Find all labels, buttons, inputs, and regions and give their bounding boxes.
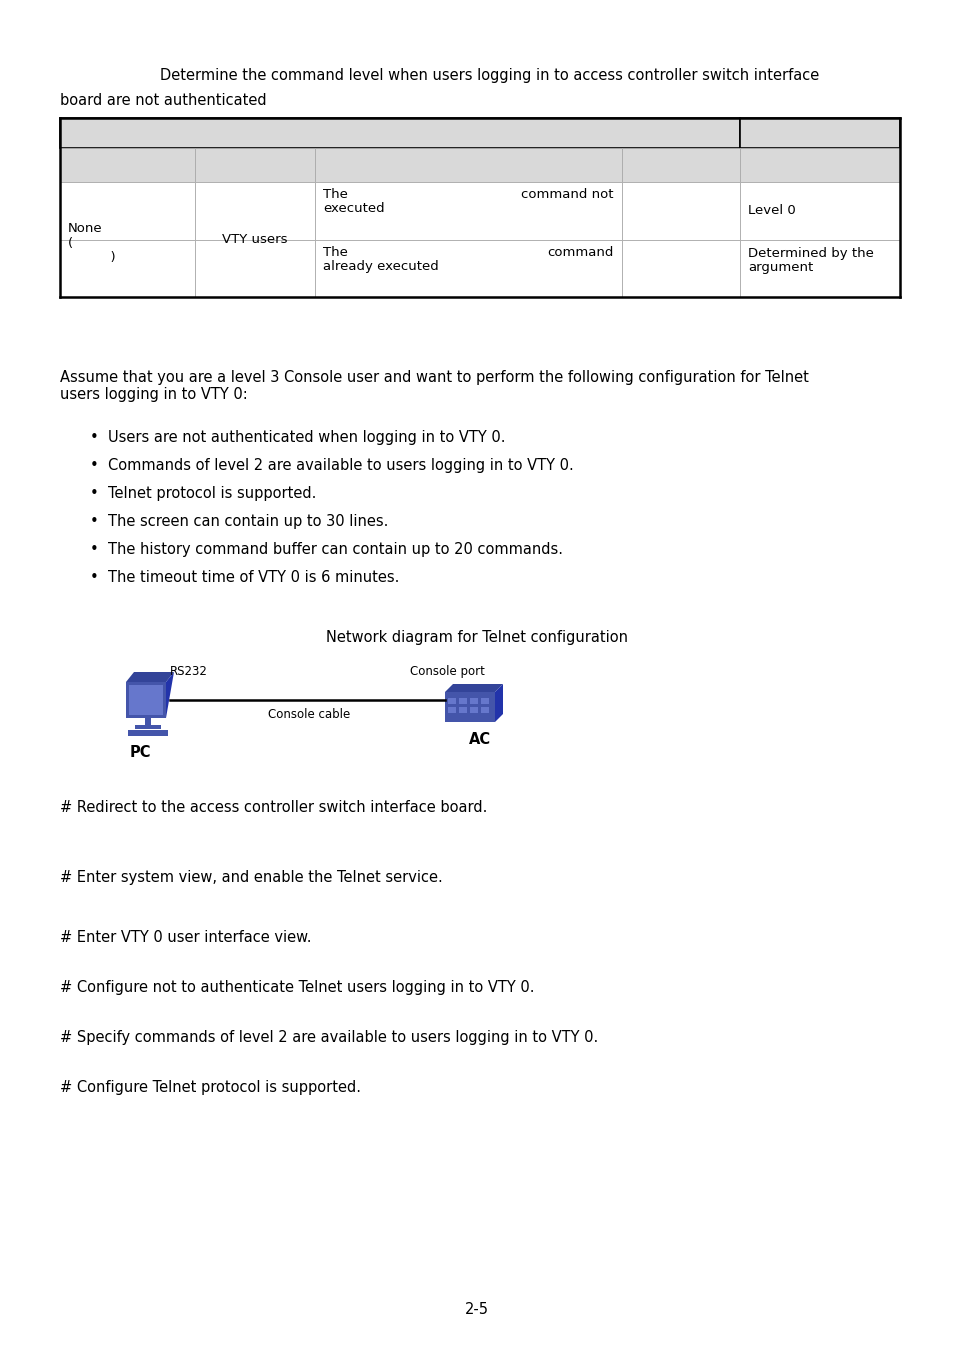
Text: # Specify commands of level 2 are available to users logging in to VTY 0.: # Specify commands of level 2 are availa… (60, 1030, 598, 1045)
Bar (480, 707, 489, 713)
Bar (135, 725, 161, 729)
Bar (314, 182, 621, 240)
Bar (621, 182, 740, 240)
Text: The history command buffer can contain up to 20 commands.: The history command buffer can contain u… (108, 541, 562, 558)
Text: Assume that you are a level 3 Console user and want to perform the following con: Assume that you are a level 3 Console us… (60, 370, 808, 402)
Bar (194, 148, 314, 182)
Bar (145, 718, 151, 725)
Text: command: command (547, 246, 614, 259)
Bar (621, 148, 740, 182)
Text: •: • (90, 486, 99, 501)
Text: command not: command not (521, 188, 614, 201)
Bar (740, 117, 899, 148)
Text: # Enter system view, and enable the Telnet service.: # Enter system view, and enable the Teln… (60, 869, 442, 886)
Text: board are not authenticated: board are not authenticated (60, 93, 266, 108)
Text: Users are not authenticated when logging in to VTY 0.: Users are not authenticated when logging… (108, 431, 505, 446)
Text: The: The (323, 246, 348, 259)
Text: RS232: RS232 (170, 666, 208, 678)
Text: Console cable: Console cable (268, 707, 350, 721)
Bar (740, 148, 899, 182)
Text: Console port: Console port (410, 666, 484, 678)
Bar (314, 240, 621, 297)
Polygon shape (444, 684, 502, 693)
Text: # Configure not to authenticate Telnet users logging in to VTY 0.: # Configure not to authenticate Telnet u… (60, 980, 534, 995)
Text: # Redirect to the access controller switch interface board.: # Redirect to the access controller swit… (60, 801, 487, 815)
Text: executed: executed (323, 202, 384, 215)
Text: # Configure Telnet protocol is supported.: # Configure Telnet protocol is supported… (60, 1080, 360, 1095)
Text: VTY users: VTY users (222, 234, 288, 246)
Bar (60, 240, 194, 297)
Text: Network diagram for Telnet configuration: Network diagram for Telnet configuration (326, 630, 627, 645)
Bar (621, 240, 740, 297)
Bar (314, 148, 621, 182)
Text: 2-5: 2-5 (464, 1303, 489, 1318)
Bar (448, 698, 456, 703)
Bar (740, 240, 899, 297)
Polygon shape (495, 684, 502, 722)
Text: None
(
          ): None ( ) (68, 221, 115, 265)
Text: AC: AC (469, 732, 491, 747)
Bar (128, 730, 168, 736)
Text: •: • (90, 431, 99, 446)
Bar (740, 182, 899, 240)
Bar (60, 148, 194, 182)
Text: Determined by the
argument: Determined by the argument (747, 247, 873, 274)
Bar (194, 182, 314, 240)
Polygon shape (126, 672, 173, 682)
Polygon shape (166, 672, 173, 718)
Bar (470, 707, 477, 713)
Text: •: • (90, 514, 99, 529)
Text: already executed: already executed (323, 261, 438, 273)
Text: # Enter VTY 0 user interface view.: # Enter VTY 0 user interface view. (60, 930, 312, 945)
Bar (60, 117, 740, 148)
Bar (126, 682, 166, 718)
Bar (458, 698, 467, 703)
Text: The screen can contain up to 30 lines.: The screen can contain up to 30 lines. (108, 514, 388, 529)
Bar (448, 707, 456, 713)
Bar (458, 707, 467, 713)
Text: •: • (90, 541, 99, 558)
Text: Commands of level 2 are available to users logging in to VTY 0.: Commands of level 2 are available to use… (108, 458, 573, 472)
Bar (194, 240, 314, 297)
Text: •: • (90, 570, 99, 585)
Bar (444, 693, 495, 722)
Bar (470, 698, 477, 703)
Text: PC: PC (129, 745, 151, 760)
Bar (60, 182, 194, 240)
Bar (480, 698, 489, 703)
Text: Telnet protocol is supported.: Telnet protocol is supported. (108, 486, 316, 501)
Text: The: The (323, 188, 348, 201)
Text: Determine the command level when users logging in to access controller switch in: Determine the command level when users l… (160, 68, 819, 82)
Bar (129, 684, 163, 716)
Text: The timeout time of VTY 0 is 6 minutes.: The timeout time of VTY 0 is 6 minutes. (108, 570, 399, 585)
Text: Level 0: Level 0 (747, 204, 795, 217)
Text: •: • (90, 458, 99, 472)
